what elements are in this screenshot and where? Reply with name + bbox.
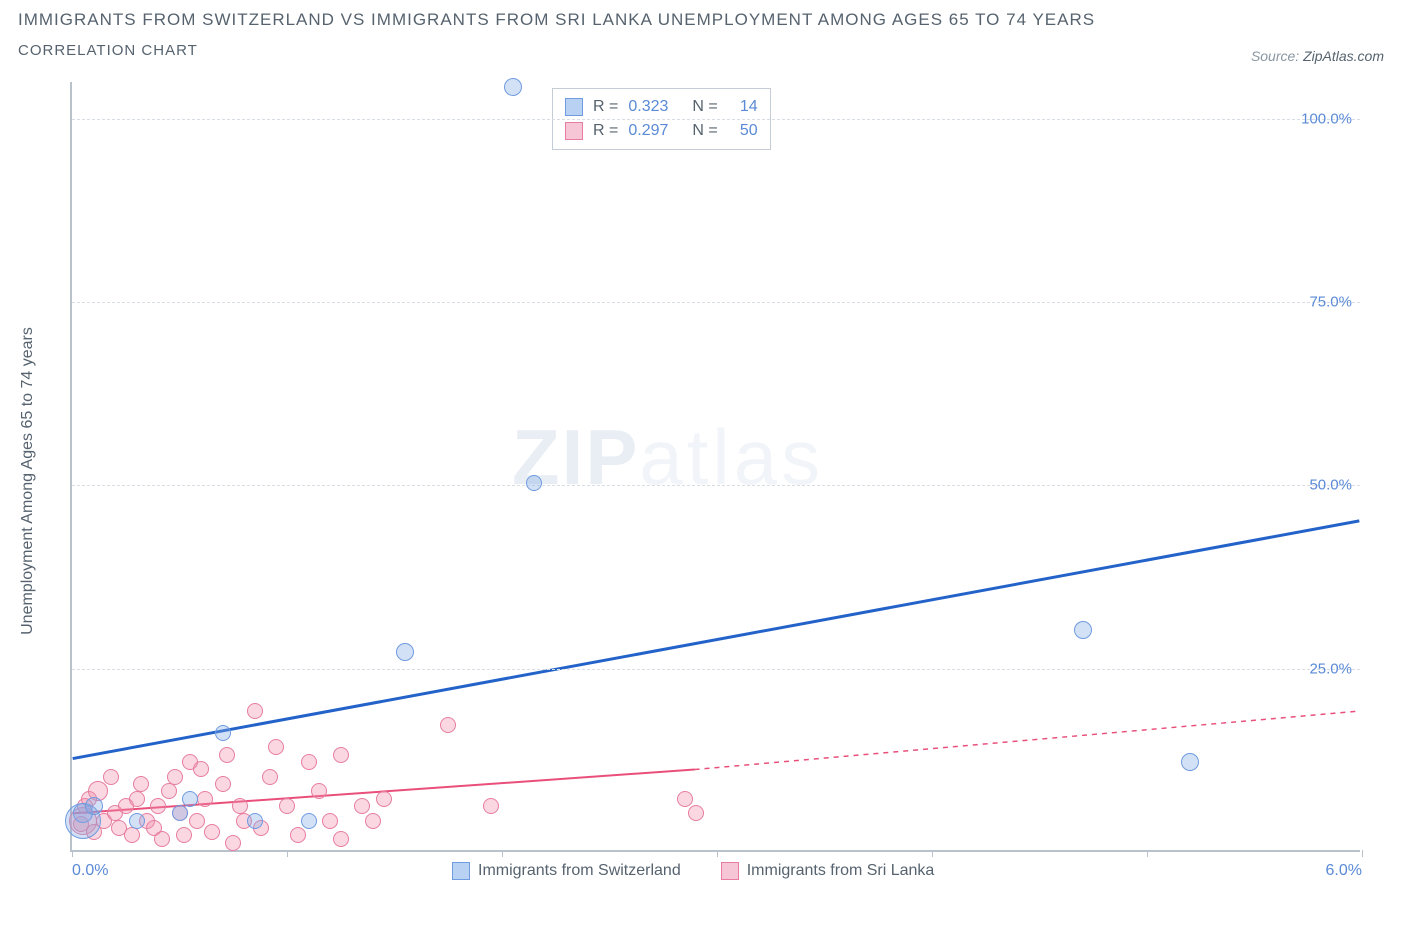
- y-tick-label: 25.0%: [1309, 660, 1352, 677]
- point-srilanka: [376, 791, 392, 807]
- x-tick-label-left: 0.0%: [72, 862, 108, 880]
- legend-series: Immigrants from Switzerland Immigrants f…: [452, 862, 934, 880]
- n-value: 14: [728, 95, 758, 119]
- plot-area: ZIPatlas R =0.323N =14R =0.297N =50 Immi…: [70, 82, 1360, 852]
- point-switzerland: [182, 791, 198, 807]
- legend-swatch-switzerland: [452, 862, 470, 880]
- r-label: R =: [593, 119, 618, 143]
- chart-title-block: IMMIGRANTS FROM SWITZERLAND VS IMMIGRANT…: [18, 10, 1095, 59]
- x-tick-label-right: 6.0%: [1326, 862, 1362, 880]
- y-axis-label: Unemployment Among Ages 65 to 74 years: [19, 327, 37, 635]
- point-srilanka: [204, 824, 220, 840]
- legend-stat-row-switzerland: R = 0.323 N = 14: [565, 95, 758, 119]
- y-tick-label: 75.0%: [1309, 294, 1352, 311]
- x-tick: [502, 850, 503, 857]
- point-srilanka: [322, 813, 338, 829]
- legend-swatch-srilanka: [565, 122, 583, 140]
- x-tick: [932, 850, 933, 857]
- r-label: R =: [593, 95, 618, 119]
- point-srilanka: [176, 827, 192, 843]
- point-srilanka: [311, 783, 327, 799]
- point-srilanka: [193, 761, 209, 777]
- point-srilanka: [189, 813, 205, 829]
- point-srilanka: [333, 747, 349, 763]
- point-srilanka: [225, 835, 241, 851]
- source-attribution: Source: ZipAtlas.com: [1251, 48, 1384, 64]
- point-srilanka: [333, 831, 349, 847]
- legend-label-srilanka: Immigrants from Sri Lanka: [747, 862, 935, 880]
- source-prefix: Source:: [1251, 48, 1303, 64]
- legend-item-switzerland: Immigrants from Switzerland: [452, 862, 681, 880]
- point-srilanka: [301, 754, 317, 770]
- gridline-h: [72, 302, 1360, 303]
- point-srilanka: [133, 776, 149, 792]
- point-srilanka: [232, 798, 248, 814]
- n-value: 50: [728, 119, 758, 143]
- watermark: ZIPatlas: [512, 412, 824, 503]
- regression-lines: [72, 82, 1360, 850]
- point-srilanka: [161, 783, 177, 799]
- point-srilanka: [262, 769, 278, 785]
- point-srilanka: [103, 769, 119, 785]
- y-tick-label: 50.0%: [1309, 477, 1352, 494]
- chart-title-line2: CORRELATION CHART: [18, 42, 1095, 59]
- point-srilanka: [167, 769, 183, 785]
- x-tick: [72, 850, 73, 857]
- point-switzerland: [85, 797, 103, 815]
- point-switzerland: [1181, 753, 1199, 771]
- point-srilanka: [150, 798, 166, 814]
- legend-swatch-switzerland: [565, 98, 583, 116]
- watermark-atlas: atlas: [639, 413, 824, 501]
- point-srilanka: [688, 805, 704, 821]
- point-switzerland: [247, 813, 263, 829]
- legend-swatch-srilanka: [721, 862, 739, 880]
- point-srilanka: [215, 776, 231, 792]
- point-switzerland: [215, 725, 231, 741]
- point-switzerland: [396, 643, 414, 661]
- n-label: N =: [692, 95, 717, 119]
- point-srilanka: [154, 831, 170, 847]
- legend-stat-row-srilanka: R = 0.297 N = 50: [565, 119, 758, 143]
- point-srilanka: [129, 791, 145, 807]
- point-srilanka: [440, 717, 456, 733]
- point-srilanka: [677, 791, 693, 807]
- point-srilanka: [219, 747, 235, 763]
- point-srilanka: [354, 798, 370, 814]
- x-tick: [1362, 850, 1363, 857]
- point-switzerland: [301, 813, 317, 829]
- chart-container: Unemployment Among Ages 65 to 74 years Z…: [50, 82, 1370, 880]
- y-tick-label: 100.0%: [1301, 110, 1352, 127]
- point-switzerland: [172, 805, 188, 821]
- x-tick: [717, 850, 718, 857]
- r-value: 0.297: [628, 119, 678, 143]
- point-switzerland: [504, 78, 522, 96]
- legend-item-srilanka: Immigrants from Sri Lanka: [721, 862, 935, 880]
- legend-label-switzerland: Immigrants from Switzerland: [478, 862, 681, 880]
- r-value: 0.323: [628, 95, 678, 119]
- point-switzerland: [1074, 621, 1092, 639]
- chart-title-line1: IMMIGRANTS FROM SWITZERLAND VS IMMIGRANT…: [18, 10, 1095, 30]
- gridline-h: [72, 485, 1360, 486]
- x-tick: [1147, 850, 1148, 857]
- point-srilanka: [279, 798, 295, 814]
- point-srilanka: [483, 798, 499, 814]
- n-label: N =: [692, 119, 717, 143]
- point-switzerland: [129, 813, 145, 829]
- gridline-h: [72, 119, 1360, 120]
- x-tick: [287, 850, 288, 857]
- point-switzerland: [526, 475, 542, 491]
- point-srilanka: [197, 791, 213, 807]
- point-srilanka: [290, 827, 306, 843]
- point-srilanka: [124, 827, 140, 843]
- gridline-h: [72, 669, 1360, 670]
- source-site: ZipAtlas.com: [1303, 48, 1384, 64]
- point-srilanka: [247, 703, 263, 719]
- point-srilanka: [268, 739, 284, 755]
- point-srilanka: [365, 813, 381, 829]
